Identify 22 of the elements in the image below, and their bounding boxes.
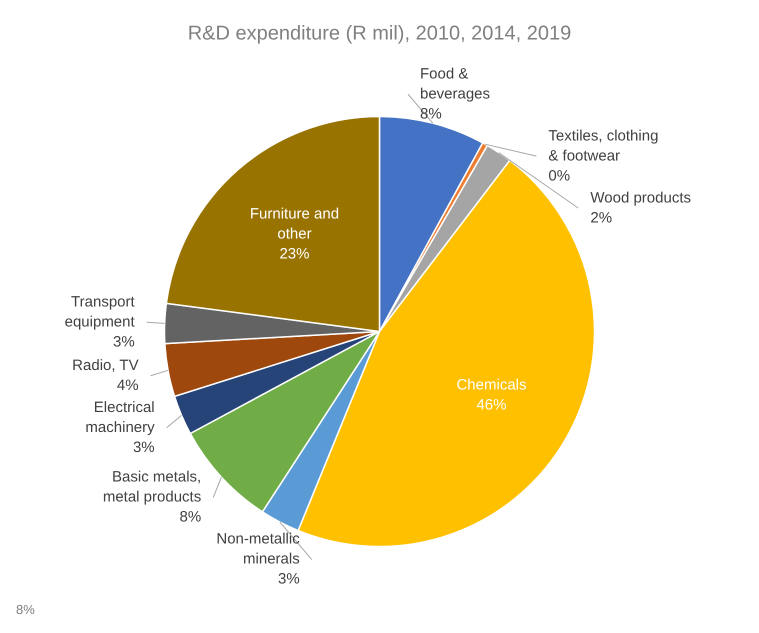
slice-label: Electrical machinery <box>85 398 156 436</box>
chart-title: R&D expenditure (R mil), 2010, 2014, 2019 <box>188 22 572 45</box>
slice-label: Basic metals, metal products <box>102 468 202 506</box>
data-label: 8% <box>420 105 442 122</box>
slice-label: Non-metallic minerals <box>216 530 300 568</box>
data-label: 8% <box>180 508 202 526</box>
data-label: 23% <box>279 246 310 263</box>
data-label: 3% <box>112 333 135 350</box>
data-label: 46% <box>476 396 506 414</box>
data-label: 0% <box>548 167 570 184</box>
slice-label: Furniture and other <box>250 206 340 243</box>
slice-label: Radio, TV <box>72 356 139 374</box>
slice-label: Wood products <box>590 189 691 206</box>
slice-label: Textiles, clothing & footwear <box>548 127 658 164</box>
data-label: 3% <box>132 438 155 456</box>
text: 8% <box>16 602 35 617</box>
slice-label: Transport equipment <box>64 293 136 330</box>
data-label: 4% <box>116 376 139 394</box>
slice-label: Chemicals <box>456 376 526 394</box>
data-label: 2% <box>590 209 612 226</box>
data-label: 3% <box>278 570 300 588</box>
slice-label: Food & beverages <box>420 65 490 102</box>
